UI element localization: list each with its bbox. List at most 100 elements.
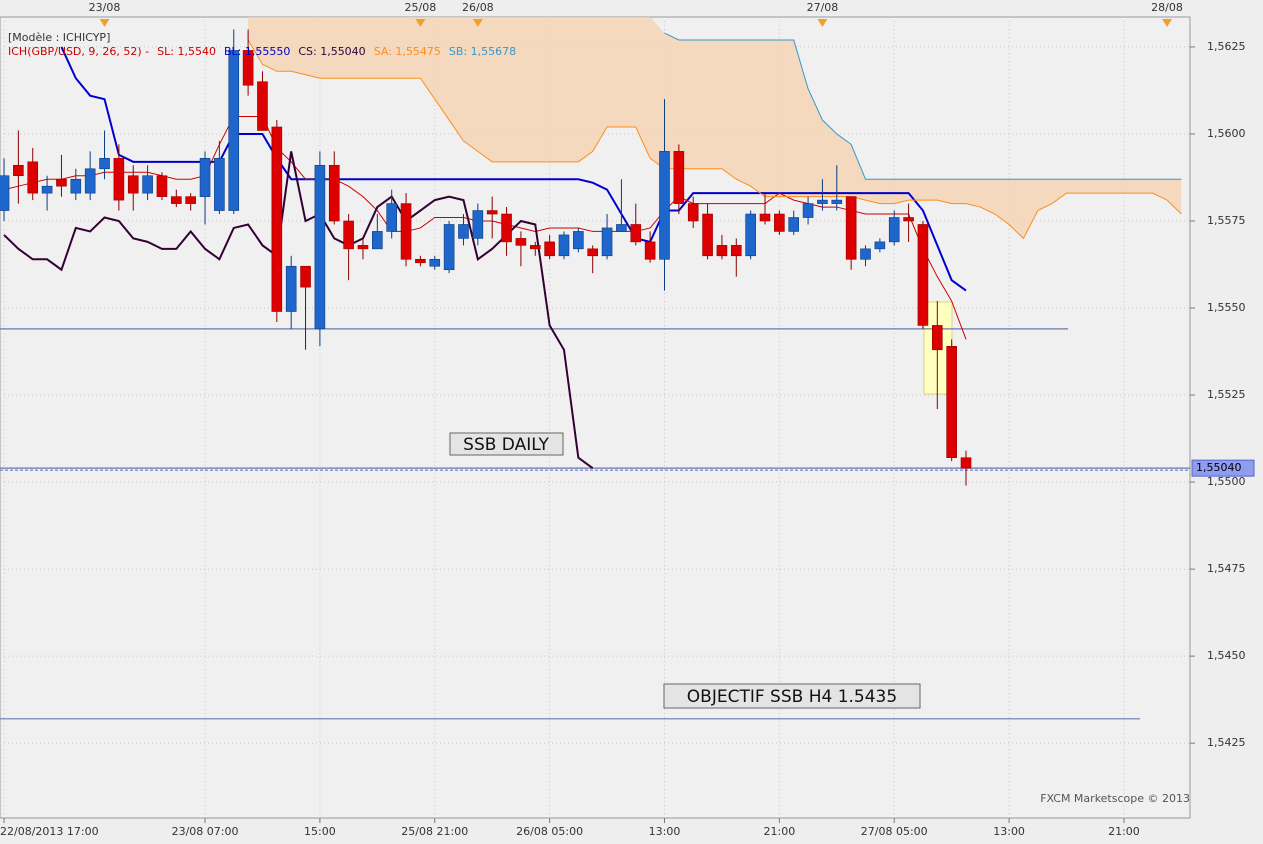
- candle-body: [960, 457, 972, 469]
- candle-body: [515, 238, 527, 246]
- y-tick-label: 1,5575: [1207, 214, 1246, 227]
- y-tick-label: 1,5500: [1207, 475, 1246, 488]
- indicator-label: ICH(GBP/USD, 9, 26, 52) -: [8, 45, 149, 58]
- candle-body: [13, 164, 24, 177]
- candle-body: [27, 161, 39, 194]
- annotation: OBJECTIF SSB H4 1.5435: [687, 687, 897, 707]
- candle-body: [357, 245, 369, 250]
- x-tick-label: 27/08 05:00: [861, 825, 928, 838]
- model-label: [Modèle : ICHICYP]: [8, 31, 110, 44]
- candle-body: [774, 213, 785, 232]
- candle-body: [199, 158, 211, 197]
- legend-item: SB: 1,55678: [449, 45, 516, 58]
- x-tick-label: 26/08 05:00: [516, 825, 583, 838]
- candle-body: [84, 168, 96, 194]
- candle-body: [228, 50, 240, 211]
- candle-body: [888, 217, 900, 243]
- candle-body: [472, 210, 484, 239]
- day-marker-label: 27/08: [807, 1, 839, 14]
- candle-body: [716, 245, 728, 257]
- candle-body: [41, 185, 53, 194]
- day-marker: [472, 19, 483, 27]
- y-tick-label: 1,5600: [1207, 127, 1246, 140]
- price-tag: [1191, 459, 1255, 477]
- candle-body: [372, 231, 383, 250]
- candle-body: [573, 231, 584, 250]
- annotation-box: [663, 683, 921, 709]
- y-tick-label: 1,5450: [1207, 649, 1246, 662]
- candle-body: [802, 203, 814, 218]
- candle-body: [630, 224, 642, 243]
- day-marker: [817, 19, 828, 27]
- x-tick-label: 25/08 21:00: [401, 825, 468, 838]
- candle-body: [156, 175, 168, 197]
- candle-body: [415, 258, 426, 264]
- candle-body: [687, 203, 699, 222]
- candle-body: [659, 151, 670, 260]
- legend-item: CS: 1,55040: [298, 45, 365, 58]
- candle-body: [860, 248, 871, 260]
- candle-body: [458, 224, 469, 239]
- candle-body: [558, 234, 570, 257]
- candle-body: [271, 126, 283, 312]
- candle-body: [644, 241, 656, 260]
- candle-body: [702, 213, 713, 257]
- day-marker: [99, 19, 110, 27]
- candle-body: [300, 265, 311, 288]
- candle-body: [242, 50, 254, 86]
- y-tick-label: 1,5475: [1207, 562, 1246, 575]
- day-marker-label: 25/08: [405, 1, 437, 14]
- legend-item: SA: 1,55475: [374, 45, 441, 58]
- candle-body: [788, 217, 800, 232]
- candle-body: [328, 164, 340, 222]
- candle-body: [616, 224, 627, 232]
- candle-body: [745, 213, 756, 257]
- candle-body: [142, 175, 153, 194]
- candle-body: [0, 175, 10, 211]
- x-tick-label: 13:00: [649, 825, 681, 838]
- indicator-legend: ICH(GBP/USD, 9, 26, 52) - SL: 1,5540 BL: 1…: [8, 45, 516, 58]
- candle-body: [831, 199, 843, 204]
- candle-body: [386, 203, 397, 232]
- y-tick-label: 1,5550: [1207, 301, 1246, 314]
- x-tick-label: 22/08/2013 17:00: [0, 825, 99, 838]
- candle-body: [817, 199, 828, 204]
- day-marker: [1162, 19, 1173, 27]
- candle-body: [70, 178, 82, 194]
- candle-body: [486, 210, 498, 215]
- x-tick-label: 23/08 07:00: [172, 825, 239, 838]
- y-tick-label: 1,5625: [1207, 40, 1246, 53]
- candle-body: [529, 245, 541, 250]
- candle-body: [113, 158, 125, 201]
- candle-body: [931, 325, 943, 351]
- candle-body: [343, 220, 354, 250]
- candle-body: [99, 158, 110, 170]
- day-marker-label: 26/08: [462, 1, 494, 14]
- candle-body: [601, 227, 613, 257]
- candle-body: [845, 196, 857, 260]
- candle-body: [257, 81, 268, 131]
- annotation: SSB DAILY: [463, 435, 549, 455]
- candle-body: [917, 224, 929, 326]
- x-tick-label: 21:00: [764, 825, 796, 838]
- watermark: FXCM Marketscope © 2013: [1040, 792, 1190, 805]
- candle-body: [171, 196, 182, 204]
- candle-body: [501, 213, 512, 243]
- cloud: [248, 17, 1182, 239]
- plot-area: [0, 16, 1191, 819]
- candle-body: [400, 203, 412, 260]
- candle-body: [314, 164, 326, 330]
- candle-body: [903, 217, 914, 222]
- legend-item: SL: 1,5540: [157, 45, 216, 58]
- candle-body: [946, 346, 957, 459]
- indicator-line: [664, 32, 1182, 180]
- candle-body: [759, 213, 771, 222]
- indicator-line: [247, 39, 1182, 240]
- candle-body: [730, 245, 742, 257]
- y-tick-label: 1,5425: [1207, 736, 1246, 749]
- legend-item: BL: 1,55550: [224, 45, 290, 58]
- candle-body: [214, 158, 225, 211]
- candle-body: [587, 248, 599, 257]
- x-tick-label: 21:00: [1108, 825, 1140, 838]
